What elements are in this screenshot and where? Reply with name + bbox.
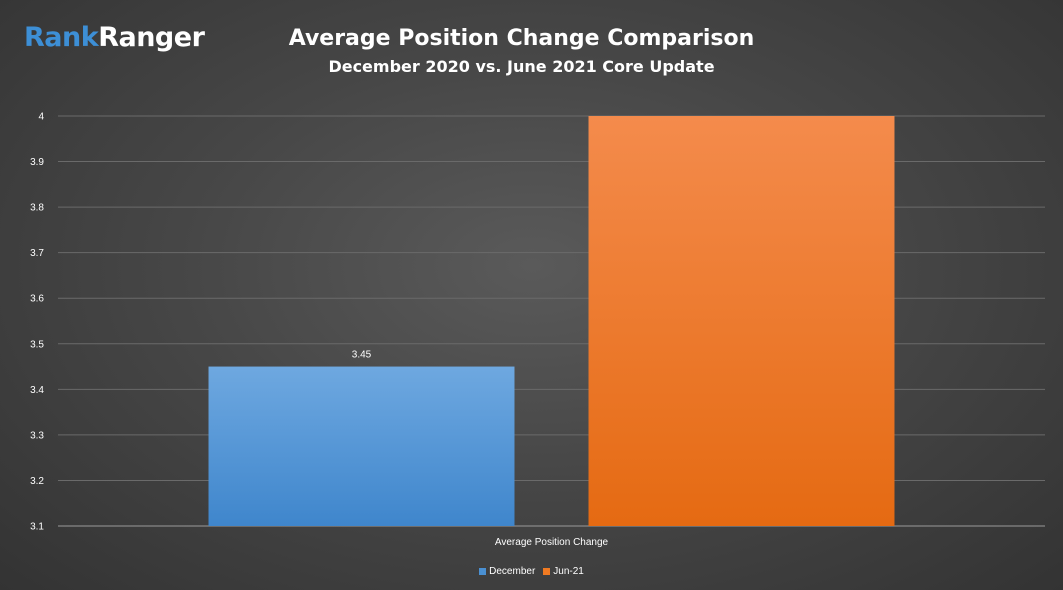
- bar-jun-21: [588, 116, 895, 526]
- y-tick-label: 3.5: [30, 339, 44, 350]
- rankranger-logo: RankRanger: [24, 22, 205, 53]
- y-tick-label: 3.2: [30, 476, 44, 487]
- labels: 3.1 3.2 3.3 3.4 3.5 3.6 3.7 3.8 3.9 4 3.45 Average …: [30, 112, 608, 549]
- bars: [208, 116, 895, 526]
- y-tick-label: 3.7: [30, 248, 44, 259]
- legend-item: December: [479, 566, 535, 577]
- y-tick-label: 3.3: [30, 430, 44, 441]
- legend-label: December: [489, 566, 536, 577]
- y-tick-label: 3.6: [30, 294, 44, 305]
- chart-legend: December Jun-21: [0, 566, 1063, 578]
- bar-december: [208, 366, 515, 526]
- logo-ranger-text: Ranger: [98, 22, 205, 53]
- y-tick-label: 4: [38, 112, 44, 123]
- legend-item: Jun-21: [543, 566, 584, 577]
- chart-subtitle: December 2020 vs. June 2021 Core Update: [328, 57, 715, 76]
- y-tick-label: 3.8: [30, 203, 44, 214]
- legend-swatch: [543, 568, 551, 575]
- logo-rank-text: Rank: [24, 22, 99, 53]
- legend-swatch: [479, 568, 487, 575]
- chart-title: Average Position Change Comparison: [288, 26, 755, 51]
- data-label: 3.45: [352, 350, 372, 361]
- gridlines: [58, 115, 1045, 527]
- y-tick-label: 3.9: [30, 157, 44, 168]
- x-category-label: Average Position Change: [495, 537, 609, 548]
- legend-label: Jun-21: [553, 566, 584, 577]
- y-tick-label: 3.4: [30, 385, 44, 396]
- y-tick-label: 3.1: [30, 522, 44, 533]
